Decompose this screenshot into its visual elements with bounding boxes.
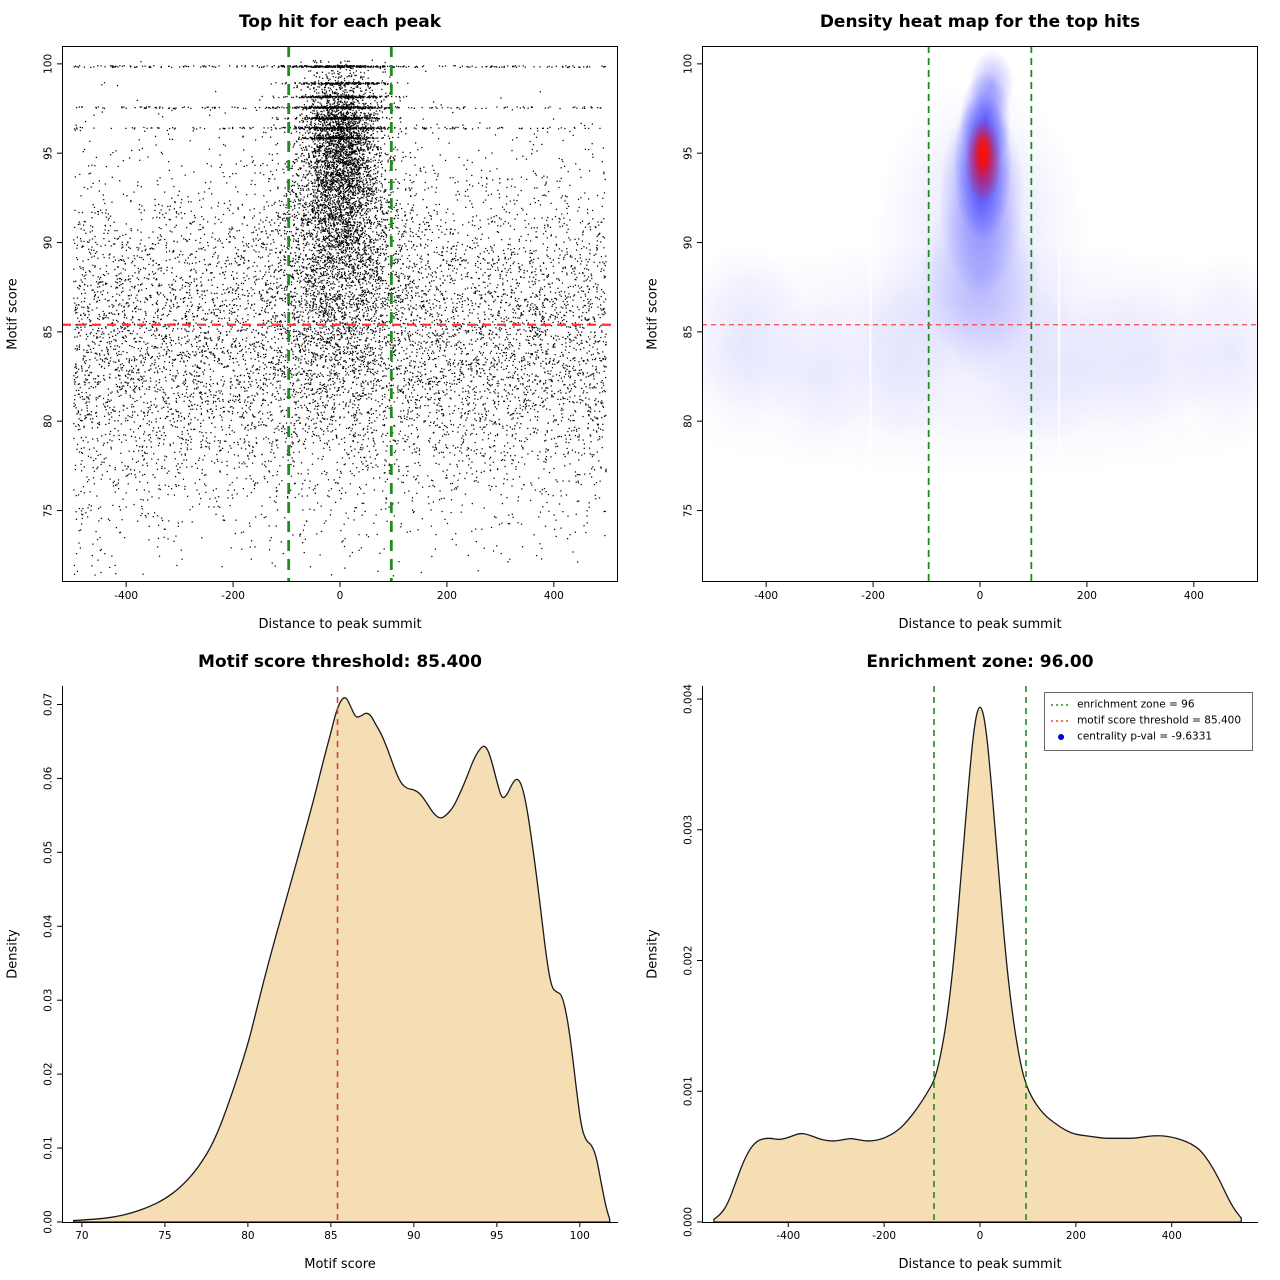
x-axis-label-motif-density: Motif score	[304, 1257, 376, 1272]
chart-title-scatter: Top hit for each peak	[238, 12, 442, 32]
density-canvas-distance	[640, 640, 1280, 1280]
panel-enrichment-zone-density: Enrichment zone: 96.00 Distance to peak …	[640, 640, 1280, 1280]
panel-motif-score-density: Motif score threshold: 85.400 Motif scor…	[0, 640, 640, 1280]
x-axis-label-scatter: Distance to peak summit	[258, 617, 422, 632]
chart-title-heatmap: Density heat map for the top hits	[819, 12, 1141, 32]
density-canvas-motif	[0, 640, 640, 1280]
y-axis-label-enrichment: Density	[645, 929, 661, 979]
y-axis-label-heatmap: Motif score	[645, 278, 661, 350]
panel-top-hit-scatter: Top hit for each peak Distance to peak s…	[0, 0, 640, 640]
y-axis-label-motif-density: Density	[5, 929, 21, 979]
y-axis-label-scatter: Motif score	[5, 278, 21, 350]
chart-title-motif-density: Motif score threshold: 85.400	[198, 652, 482, 672]
heatmap-canvas	[640, 0, 1280, 640]
chart-title-enrichment: Enrichment zone: 96.00	[866, 652, 1094, 672]
panel-density-heatmap: Density heat map for the top hits Distan…	[640, 0, 1280, 640]
scatter-canvas	[0, 0, 640, 640]
x-axis-label-enrichment: Distance to peak summit	[898, 1257, 1062, 1272]
x-axis-label-heatmap: Distance to peak summit	[898, 617, 1062, 632]
